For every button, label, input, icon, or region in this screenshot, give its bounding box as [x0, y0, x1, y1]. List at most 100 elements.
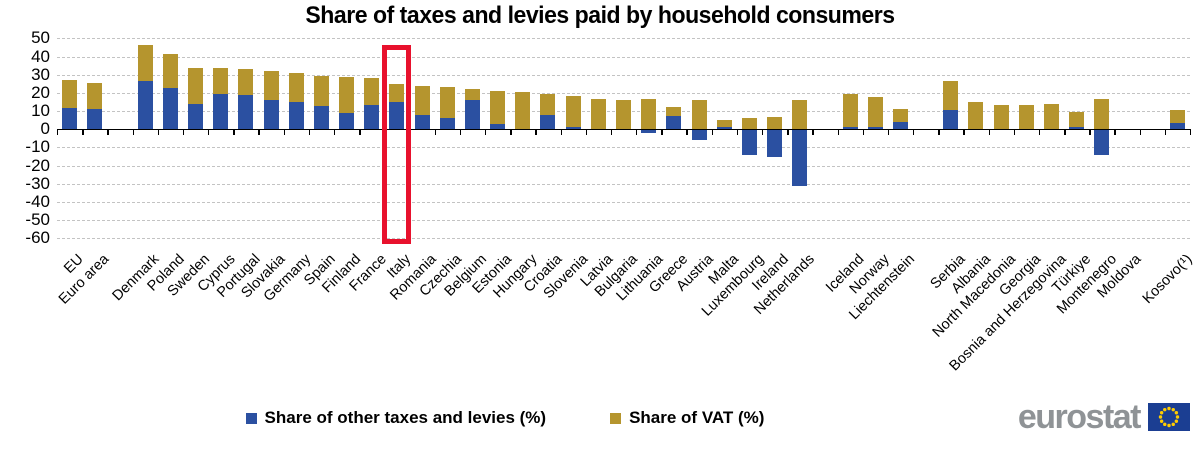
bar-segment-other-taxes: [716, 127, 732, 130]
axis-tick: [862, 129, 865, 136]
axis-tick: [82, 129, 84, 136]
axis-tick: [182, 129, 185, 136]
axis-tick: [1114, 129, 1116, 136]
bar-segment-vat: [464, 89, 480, 101]
bar-segment-other-taxes: [263, 100, 279, 130]
axis-tick: [459, 129, 462, 136]
bar-segment-other-taxes: [389, 102, 405, 130]
bar-segment-vat: [943, 81, 959, 111]
bar-segment-vat: [867, 96, 883, 128]
bar-segment-vat: [87, 82, 103, 110]
axis-tick: [686, 129, 688, 136]
bar-segment-vat: [439, 86, 455, 119]
bar-segment-other-taxes: [288, 102, 304, 130]
bar-segment-vat: [137, 44, 153, 82]
eurostat-logo-text: eurostat: [1017, 398, 1142, 436]
legend-label-vat: Share of VAT (%): [629, 408, 765, 427]
bar-segment-vat: [842, 93, 858, 128]
y-axis-label: 50: [31, 28, 50, 48]
axis-tick: [1139, 129, 1142, 136]
bar-segment-vat: [968, 102, 984, 130]
bar-segment-vat: [691, 100, 707, 130]
axis-tick: [736, 129, 739, 136]
grid-line: [57, 201, 1190, 203]
bar-segment-vat: [364, 78, 380, 105]
axis-tick: [812, 129, 814, 136]
bar-segment-vat: [641, 99, 657, 130]
bar-segment-other-taxes: [137, 81, 153, 130]
axis-tick: [913, 129, 915, 136]
bar-segment-other-taxes: [414, 114, 430, 130]
bar-segment-other-taxes: [691, 129, 707, 141]
bar-segment-other-taxes: [87, 109, 103, 130]
bar-segment-vat: [666, 106, 682, 116]
legend-swatch-other-taxes-icon: [245, 412, 257, 424]
bar-segment-vat: [565, 95, 581, 128]
axis-tick: [1038, 129, 1041, 136]
axis-tick: [711, 129, 713, 136]
bar-segment-vat: [263, 71, 279, 101]
bar-segment-other-taxes: [943, 110, 959, 130]
bar-segment-vat: [1069, 112, 1085, 128]
bar-segment-other-taxes: [540, 114, 556, 130]
axis-tick: [661, 129, 663, 136]
bar-segment-other-taxes: [1069, 127, 1085, 130]
axis-tick: [485, 129, 487, 136]
bar-segment-vat: [288, 72, 304, 103]
eurostat-logo: eurostat: [1018, 400, 1190, 434]
bar-segment-other-taxes: [490, 123, 506, 130]
axis-tick: [132, 129, 134, 136]
axis-tick: [560, 129, 562, 136]
bar-segment-other-taxes: [641, 129, 657, 133]
legend-label-other-taxes: Share of other taxes and levies (%): [264, 408, 547, 427]
grid-line: [57, 147, 1190, 149]
bar-segment-vat: [414, 85, 430, 115]
bar-segment-other-taxes: [1169, 122, 1185, 130]
axis-tick: [887, 129, 890, 136]
axis-tick: [157, 129, 160, 136]
bar-segment-other-taxes: [892, 122, 908, 130]
x-axis-line: [57, 128, 1190, 131]
y-axis-label: 40: [31, 46, 50, 66]
bar-segment-other-taxes: [842, 127, 858, 130]
bar-segment-vat: [1094, 99, 1110, 130]
legend: Share of other taxes and levies (%) Shar…: [0, 408, 1010, 428]
bar-segment-other-taxes: [238, 94, 254, 130]
axis-tick: [610, 129, 613, 136]
axis-tick: [938, 129, 940, 136]
axis-tick: [258, 129, 260, 136]
bar-segment-other-taxes: [792, 129, 808, 186]
bar-segment-vat: [590, 99, 606, 130]
axis-tick: [333, 129, 336, 136]
bar-segment-vat: [213, 68, 229, 94]
legend-swatch-vat-icon: [610, 412, 622, 424]
bar-segment-other-taxes: [1094, 129, 1110, 155]
bar-segment-other-taxes: [666, 115, 682, 130]
bar-segment-other-taxes: [162, 88, 178, 130]
axis-tick: [359, 129, 361, 136]
bar-segment-vat: [767, 116, 783, 130]
bar-segment-vat: [515, 92, 531, 130]
bar-segment-vat: [1018, 104, 1034, 130]
axis-tick: [308, 129, 311, 136]
axis-tick: [535, 129, 537, 136]
bar-segment-vat: [892, 109, 908, 123]
axis-tick: [1013, 129, 1016, 136]
bar-segment-vat: [741, 118, 757, 130]
bar-segment-vat: [993, 104, 1009, 130]
axis-tick: [1190, 129, 1192, 136]
grid-line: [57, 38, 1190, 40]
bar-segment-other-taxes: [313, 105, 329, 130]
bar-segment-vat: [62, 80, 78, 109]
bar-segment-other-taxes: [464, 100, 480, 130]
axis-tick: [787, 129, 789, 136]
chart-title: Share of taxes and levies paid by househ…: [305, 2, 895, 29]
axis-tick: [57, 129, 59, 136]
bar-segment-other-taxes: [213, 93, 229, 130]
bar-segment-vat: [1169, 110, 1185, 123]
bar-segment-vat: [792, 100, 808, 130]
y-axis-label: 0: [40, 119, 50, 139]
bar-segment-other-taxes: [62, 108, 78, 130]
bar-segment-other-taxes: [439, 118, 455, 130]
